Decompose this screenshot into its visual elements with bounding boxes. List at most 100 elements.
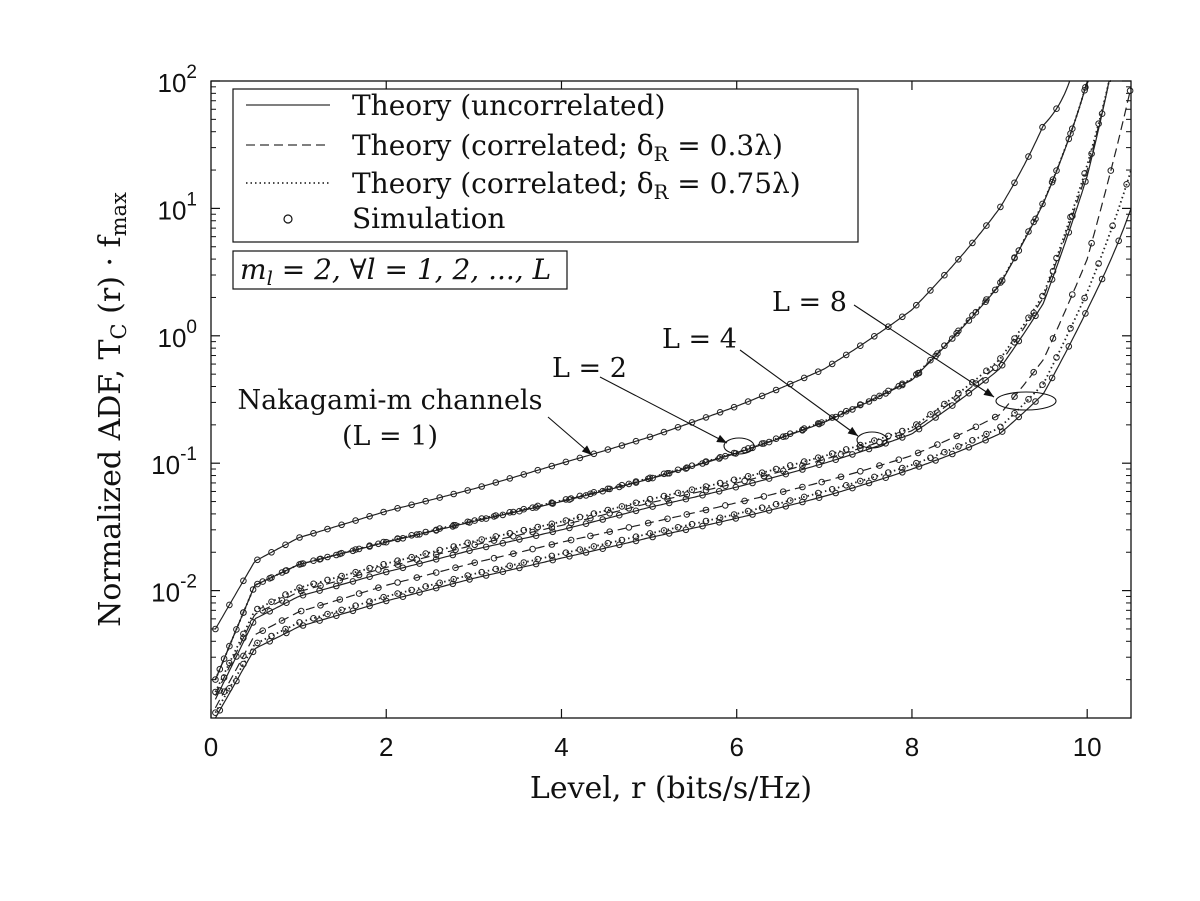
sim-point bbox=[998, 361, 1006, 369]
sim-point bbox=[969, 239, 976, 247]
sim-point bbox=[941, 448, 948, 456]
axis-labels: Level, r (bits/s/Hz) Normalized ADF, TC (… bbox=[93, 192, 812, 806]
annotation-L8: L = 8 bbox=[772, 287, 847, 318]
sim-point bbox=[1107, 167, 1115, 174]
sim-point bbox=[927, 454, 934, 462]
sim-point bbox=[786, 430, 794, 438]
sim-point bbox=[259, 578, 267, 585]
sim-point bbox=[1082, 310, 1089, 317]
sim-point bbox=[1065, 229, 1073, 236]
sim-point bbox=[832, 456, 840, 464]
legend-label: Simulation bbox=[352, 202, 505, 235]
sim-point bbox=[1053, 167, 1060, 174]
sim-point bbox=[1049, 335, 1057, 342]
sim-point bbox=[699, 460, 706, 467]
sim-point bbox=[716, 514, 724, 522]
sim-point bbox=[646, 495, 654, 503]
sim-point bbox=[408, 501, 415, 509]
sim-point bbox=[510, 508, 517, 516]
sim-point bbox=[832, 489, 840, 497]
sim-point bbox=[997, 355, 1004, 362]
sim-point bbox=[316, 587, 323, 594]
sim-point bbox=[604, 446, 612, 453]
sim-point bbox=[478, 483, 486, 490]
sim-point bbox=[972, 423, 980, 431]
sim-point bbox=[865, 445, 873, 453]
sim-point bbox=[226, 659, 233, 667]
sim-point bbox=[220, 674, 228, 681]
sim-point bbox=[871, 333, 878, 340]
sim-point bbox=[471, 517, 479, 524]
sim-point bbox=[722, 502, 729, 509]
simulation-markers bbox=[212, 84, 1134, 717]
x-tick-label: 8 bbox=[905, 732, 919, 762]
sim-point bbox=[682, 465, 690, 472]
sim-point bbox=[380, 561, 387, 568]
series-curves bbox=[214, 80, 1132, 719]
sim-point bbox=[606, 510, 614, 517]
sim-point bbox=[268, 574, 275, 581]
sim-point bbox=[758, 469, 766, 477]
sim-point bbox=[965, 317, 973, 324]
sim-point bbox=[422, 583, 430, 590]
sim-point bbox=[333, 582, 340, 590]
legend-label: Theory (correlated; δR = 0.75λ) bbox=[352, 167, 801, 204]
sim-point bbox=[814, 420, 822, 427]
sim-point bbox=[567, 536, 575, 544]
sim-point bbox=[997, 203, 1004, 211]
y-tick-label: 100 bbox=[158, 317, 198, 353]
sim-point bbox=[1015, 247, 1023, 254]
sim-point bbox=[646, 433, 654, 441]
sim-point bbox=[683, 511, 691, 518]
sim-point bbox=[482, 543, 490, 551]
sim-point bbox=[582, 492, 590, 499]
sim-point bbox=[882, 440, 890, 447]
sim-point bbox=[885, 387, 892, 395]
parameter-box bbox=[232, 250, 568, 290]
sim-point bbox=[266, 608, 274, 615]
sim-point bbox=[394, 557, 401, 565]
sim-point bbox=[366, 573, 373, 581]
legend: Theory (uncorrelated) Theory (correlated;… bbox=[232, 88, 859, 290]
sim-point bbox=[499, 511, 507, 519]
sim-point bbox=[506, 475, 514, 482]
sim-point bbox=[520, 559, 528, 566]
sim-point bbox=[1067, 130, 1074, 137]
sim-point bbox=[842, 351, 850, 359]
sim-point bbox=[664, 470, 671, 477]
sim-point bbox=[991, 413, 999, 421]
sim-point bbox=[604, 485, 612, 493]
sim-point bbox=[399, 593, 407, 601]
sim-point bbox=[1032, 398, 1039, 405]
sim-point bbox=[895, 432, 903, 439]
sim-point bbox=[399, 564, 407, 572]
sim-point bbox=[618, 503, 626, 510]
sim-point bbox=[233, 653, 240, 660]
sim-point bbox=[506, 530, 514, 537]
sim-point bbox=[220, 688, 228, 696]
sim-point bbox=[1095, 120, 1102, 127]
sim-point bbox=[506, 562, 514, 570]
sim-point bbox=[800, 374, 808, 382]
sim-point bbox=[422, 528, 430, 536]
sim-point bbox=[828, 360, 836, 368]
sim-point bbox=[450, 543, 458, 550]
sim-point bbox=[324, 553, 331, 561]
sim-point bbox=[1067, 325, 1074, 332]
sim-point bbox=[674, 466, 682, 474]
sim-point bbox=[857, 441, 864, 449]
sim-point bbox=[408, 586, 415, 594]
sim-point bbox=[212, 688, 219, 696]
sim-point bbox=[1082, 178, 1089, 185]
sim-point bbox=[949, 335, 956, 342]
sim-point bbox=[899, 434, 906, 441]
sim-point bbox=[599, 487, 607, 495]
sim-point bbox=[566, 553, 573, 560]
sim-point bbox=[871, 437, 878, 444]
sim-point bbox=[336, 577, 344, 584]
sim-point bbox=[240, 652, 247, 660]
sim-point bbox=[646, 530, 654, 537]
sim-point bbox=[799, 483, 806, 491]
sim-point bbox=[310, 530, 317, 537]
x-tick-label: 6 bbox=[729, 732, 743, 762]
